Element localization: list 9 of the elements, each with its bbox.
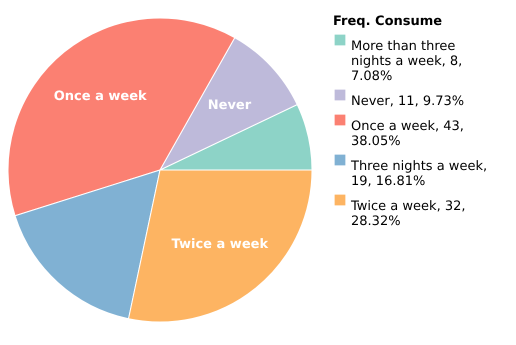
text: Once a week xyxy=(54,89,147,104)
legend-label: Never, 11, 9.73% xyxy=(351,94,464,109)
legend-label: Three nights a week, 19, 16.81% xyxy=(350,159,488,189)
text: Twice a week xyxy=(172,236,268,252)
legend-label: More than three nights a week, 8, 7.08% xyxy=(351,39,462,84)
legend-label: Once a week, 43, 38.05% xyxy=(351,119,464,149)
legend-label: Twice a week, 32, 28.32% xyxy=(350,199,466,229)
text: Never xyxy=(208,98,252,114)
legend-title: Freq. Consume xyxy=(333,14,442,29)
